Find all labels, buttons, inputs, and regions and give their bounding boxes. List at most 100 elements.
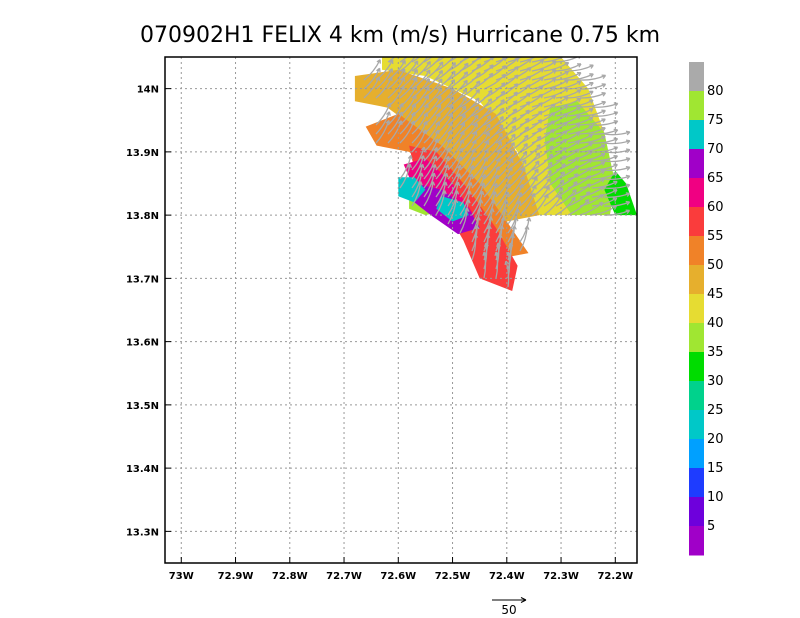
wind-vector-280 (555, 114, 581, 126)
colorbar-swatch-5 (689, 207, 704, 237)
wind-vector-341 (603, 165, 631, 172)
wind-vector-337 (603, 130, 631, 136)
colorbar-swatch-2 (689, 120, 704, 150)
wind-vector-76 (435, 164, 450, 189)
wind-vector-127 (471, 123, 491, 144)
wind-vector-27 (399, 154, 413, 180)
colorbar-swatch-8 (689, 294, 704, 324)
colorbar-swatch-10 (689, 352, 704, 382)
wind-vector-119 (471, 57, 484, 63)
colorbar-label-0: 5 (707, 519, 715, 534)
wind-vector-279 (555, 106, 581, 117)
wind-vector-19 (399, 60, 419, 81)
wind-vector-270 (543, 179, 565, 198)
colorbar-label-15: 80 (707, 84, 724, 99)
colorbar-label-12: 65 (707, 171, 724, 186)
wind-vector-7 (375, 111, 391, 135)
wind-vector-277 (555, 89, 582, 99)
wind-vector-47 (423, 61, 444, 81)
wind-vector-11 (387, 68, 406, 90)
x-tick-label-7: 72.3W (543, 571, 579, 582)
wind-vector-83 (447, 71, 469, 90)
wind-vector-340 (603, 157, 631, 163)
wind-vector-214 (507, 242, 514, 270)
wind-vector-315 (579, 135, 606, 144)
wind-vector-165 (482, 251, 488, 279)
wind-vector-78 (435, 181, 448, 207)
y-tick-label-1: 13.9N (126, 148, 159, 159)
wind-vector-299 (567, 133, 594, 144)
colorbar-swatch-4 (689, 178, 704, 208)
wind-vector-61 (423, 181, 436, 207)
wind-vector-128 (471, 131, 490, 153)
colorbar-label-5: 30 (707, 374, 724, 389)
wind-vector-343 (603, 183, 631, 189)
wind-vector-95 (447, 173, 462, 198)
chart-title: 070902H1 FELIX 4 km (m/s) Hurricane 0.75… (140, 23, 660, 48)
colorbar-label-9: 50 (707, 258, 724, 273)
x-tick-label-1: 72.9W (218, 571, 254, 582)
wind-vector-313 (579, 118, 606, 126)
wind-vector-239 (531, 69, 557, 81)
wind-vector-150 (483, 124, 504, 144)
wind-vector-137 (471, 207, 483, 234)
wind-vector-184 (495, 199, 509, 225)
colorbar-label-2: 15 (707, 461, 724, 476)
y-tick-label-7: 13.3N (126, 527, 159, 538)
x-tick-label-3: 72.7W (326, 571, 362, 582)
wind-vector-30 (411, 57, 429, 72)
y-tick-label-3: 13.7N (126, 274, 159, 285)
wind-vector-251 (531, 169, 552, 189)
wind-vectors (363, 57, 631, 288)
wind-vector-291 (567, 64, 594, 72)
wind-vector-51 (423, 95, 442, 117)
wind-vector-149 (483, 115, 504, 135)
wind-vector-49 (423, 78, 443, 99)
wind-vector-60 (423, 172, 437, 198)
colorbar-swatch-15 (689, 497, 704, 527)
wind-vector-44 (411, 181, 423, 207)
wind-vector-41 (411, 155, 426, 180)
wind-vector-29 (411, 57, 421, 63)
wind-vector-48 (423, 69, 443, 90)
wind-vector-88 (447, 113, 466, 135)
wind-vector-108 (459, 122, 478, 144)
colorbar-swatch-3 (689, 149, 704, 179)
wind-vector-209 (507, 200, 522, 225)
wind-vector-87 (447, 105, 467, 126)
x-axis: 73W 72.9W 72.8W 72.7W 72.6W 72.5W 72.4W 72.3W 72… (169, 557, 633, 582)
wind-vector-46 (423, 57, 444, 72)
wind-vector-98 (447, 198, 459, 225)
wind-vector-20 (399, 68, 418, 90)
wind-vector-205 (507, 167, 526, 189)
reference-arrow-head (520, 597, 527, 603)
wind-vector-252 (531, 177, 551, 198)
colorbar-label-6: 35 (707, 345, 724, 360)
wind-vector-17 (399, 57, 408, 63)
wind-regions (354, 57, 637, 291)
colorbar-swatch-12 (689, 410, 704, 440)
wind-vector-342 (603, 174, 631, 181)
wind-vector-338 (603, 139, 631, 145)
wind-vector-4 (375, 68, 394, 90)
wind-vector-140 (471, 233, 479, 261)
wind-vector-255 (543, 57, 568, 63)
wind-vector-28 (399, 163, 413, 189)
wind-vector-43 (411, 172, 424, 198)
wind-vector-274 (555, 63, 582, 72)
y-tick-label-4: 13.6N (126, 338, 159, 349)
grid-lines (165, 57, 637, 563)
wind-vector-185 (495, 208, 508, 234)
x-tick-label-2: 72.8W (272, 571, 308, 582)
wind-vector-289 (555, 188, 577, 207)
wind-vector-118 (459, 207, 470, 234)
wind-vector-115 (459, 181, 473, 207)
wind-vector-250 (531, 161, 553, 180)
wind-vector-124 (471, 98, 493, 117)
wind-vector-179 (495, 158, 514, 180)
wind-vector-295 (567, 99, 594, 108)
wind-vector-79 (435, 190, 447, 216)
wind-vector-294 (567, 90, 594, 99)
wind-vector-59 (423, 164, 437, 189)
